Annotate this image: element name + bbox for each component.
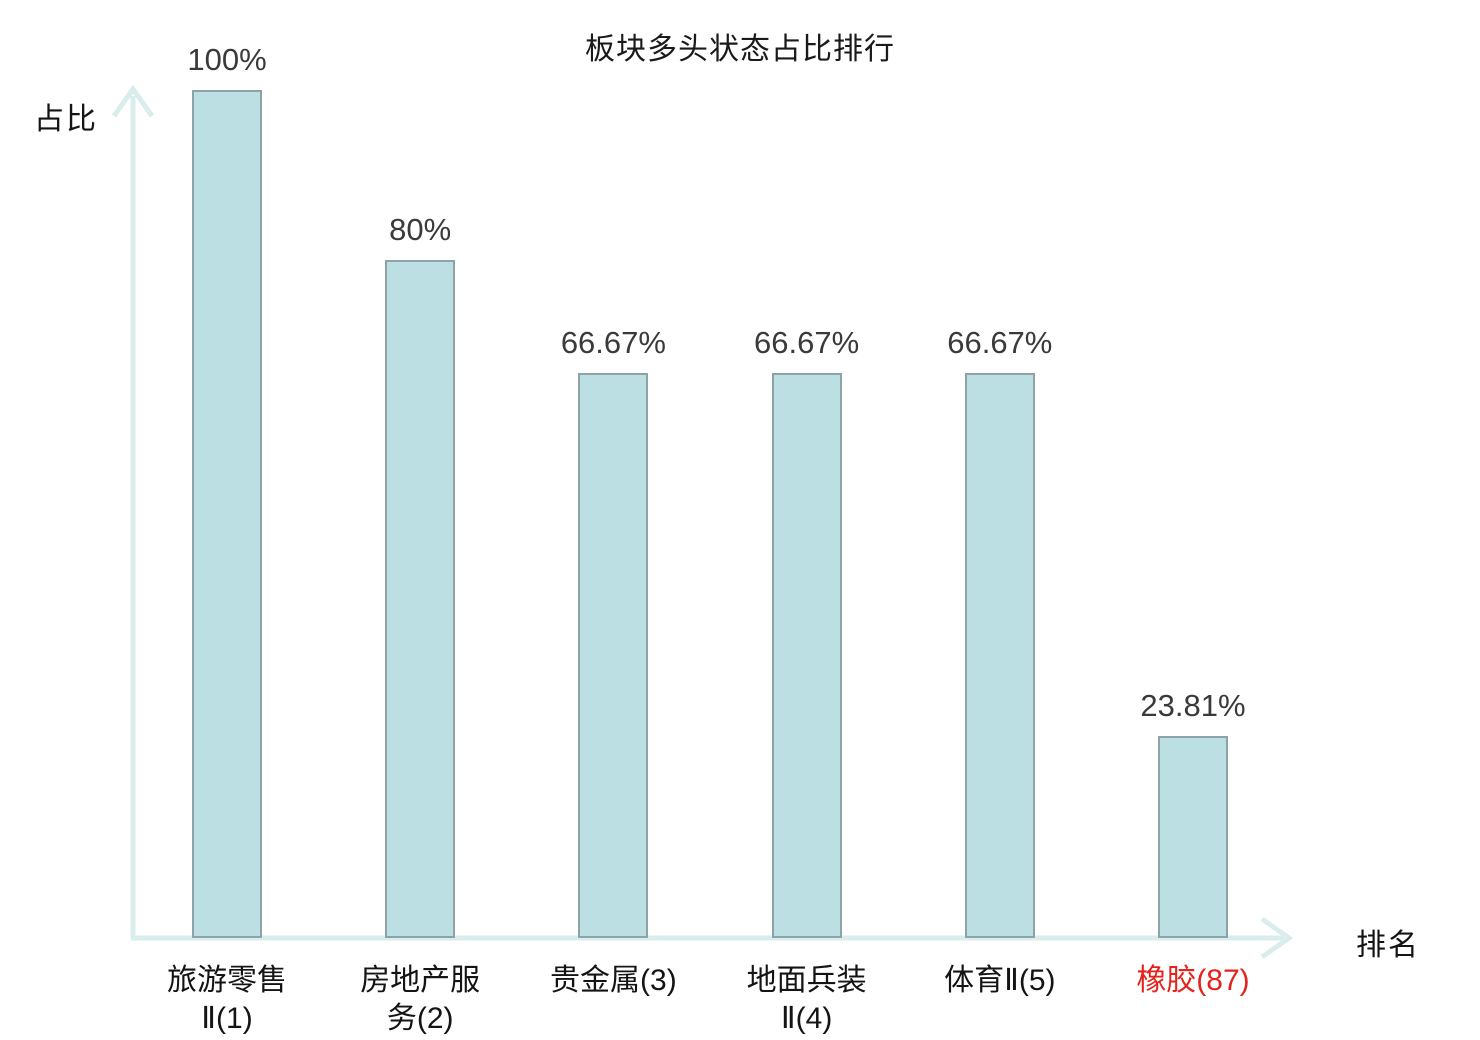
value-label: 23.81% [1140, 688, 1246, 723]
value-label: 80% [389, 212, 452, 247]
bar [964, 373, 1035, 938]
x-axis-label: 排名 [1356, 929, 1420, 962]
value-label: 66.67% [947, 325, 1053, 360]
value-label: 66.67% [560, 325, 666, 360]
category-label: 贵金属(3) [550, 964, 677, 997]
category-label: 旅游零售 Ⅱ(1) [167, 964, 287, 1036]
value-label: 66.67% [754, 325, 860, 360]
bar [192, 90, 262, 938]
category-label: 地面兵装 Ⅱ(4) [746, 964, 867, 1036]
y-axis-arrow-icon [111, 84, 155, 118]
bar [578, 373, 649, 938]
category-label: 体育Ⅱ(5) [944, 964, 1056, 997]
category-label: 房地产服 务(2) [360, 964, 481, 1036]
bar [771, 373, 842, 938]
value-label: 100% [187, 42, 267, 77]
chart-title: 板块多头状态占比排行 [585, 33, 895, 66]
x-axis-arrow-icon [1260, 916, 1294, 960]
bar [1158, 736, 1228, 938]
category-label: 橡胶(87) [1136, 964, 1250, 997]
y-axis-label: 占比 [34, 103, 98, 136]
bar [385, 260, 456, 938]
